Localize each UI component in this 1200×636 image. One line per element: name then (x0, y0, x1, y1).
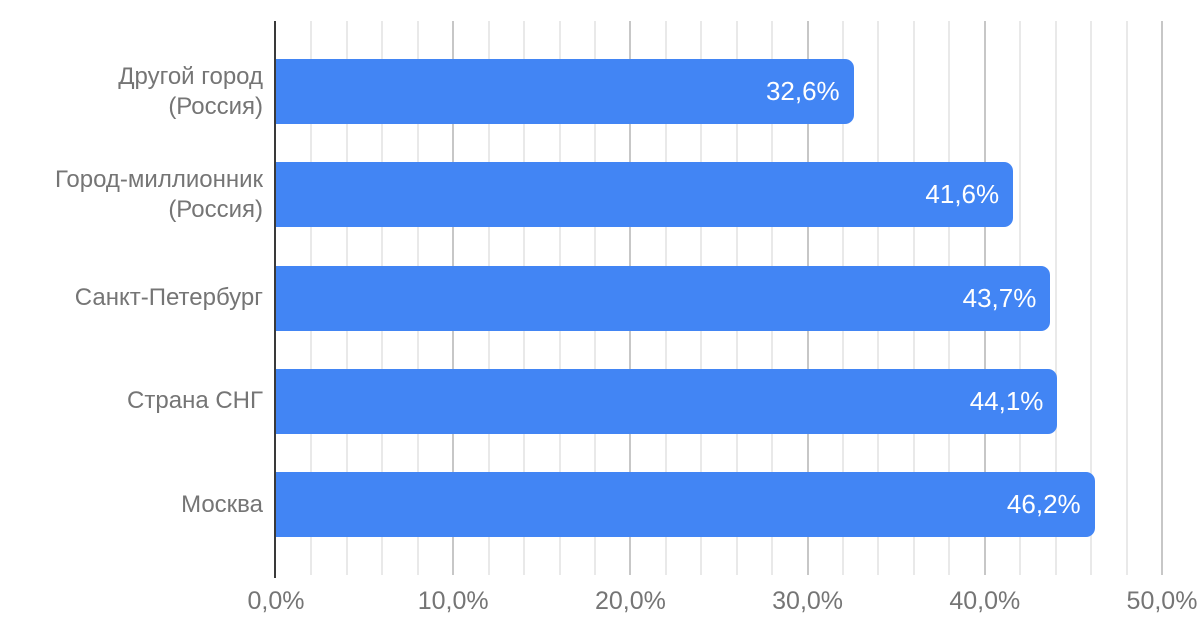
bar: 43,7% (276, 265, 1051, 331)
category-label: Страна СНГ (127, 387, 263, 415)
bar: 44,1% (276, 368, 1058, 434)
x-axis-tick-label: 30,0% (772, 587, 844, 615)
bar-value-label: 41,6% (925, 179, 1000, 210)
x-axis-tick-label: 40,0% (949, 587, 1021, 615)
bar: 46,2% (276, 472, 1095, 537)
x-axis-tick-label: 50,0% (1126, 587, 1198, 615)
bar-value-label: 46,2% (1006, 489, 1081, 519)
bar-value-label: 44,1% (969, 385, 1044, 416)
category-label: Санкт-Петербург (74, 284, 263, 312)
minor-gridline (1054, 21, 1057, 575)
x-axis-tick-label: 10,0% (417, 587, 489, 615)
major-gridline (1161, 21, 1163, 575)
bar: 41,6% (276, 162, 1014, 228)
bar-value-label: 43,7% (962, 282, 1037, 313)
category-label: Москва (181, 490, 263, 518)
bar-value-label: 32,6% (765, 76, 840, 107)
minor-gridline (1090, 21, 1093, 575)
minor-gridline (1125, 21, 1128, 575)
bar: 32,6% (276, 59, 854, 125)
category-label: Город-миллионник (Россия) (55, 165, 263, 223)
x-axis-tick-label: 20,0% (594, 587, 666, 615)
y-axis-baseline (274, 21, 276, 578)
x-axis-tick-label: 0,0% (247, 587, 305, 615)
category-label: Другой город (Россия) (118, 62, 263, 120)
